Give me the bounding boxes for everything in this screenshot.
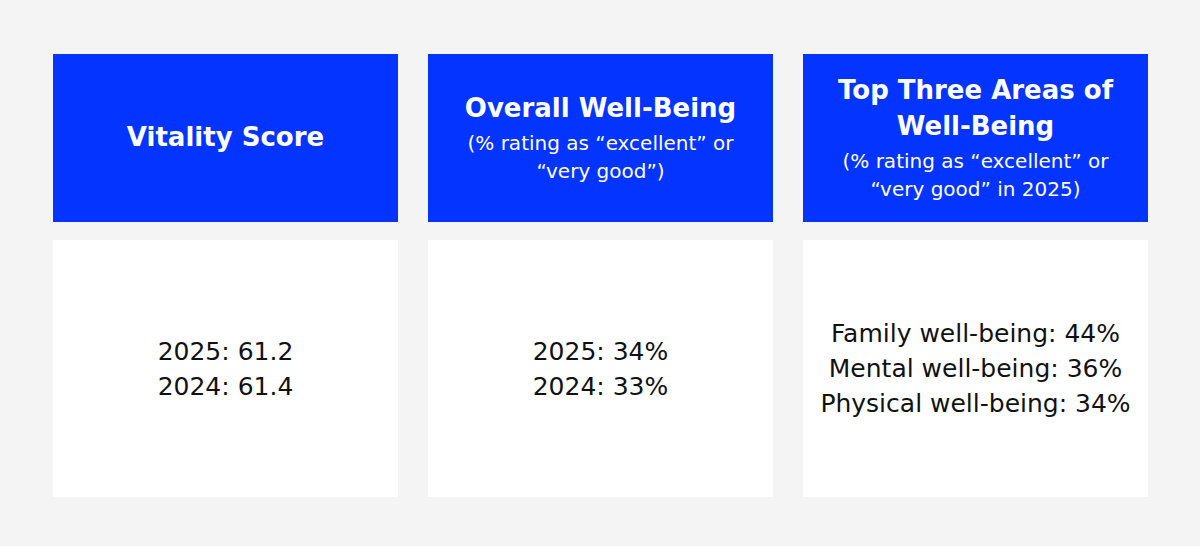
stat-line: 2024: 33% bbox=[533, 369, 669, 404]
stat-line: Mental well-being: 36% bbox=[829, 351, 1122, 386]
card-header: Top Three Areas of Well-Being (% rating … bbox=[803, 54, 1148, 222]
card-body: Family well-being: 44% Mental well-being… bbox=[803, 240, 1148, 497]
card-vitality-score: Vitality Score 2025: 61.2 2024: 61.4 bbox=[53, 54, 398, 497]
stat-line: Family well-being: 44% bbox=[831, 316, 1120, 351]
stat-line: 2025: 61.2 bbox=[158, 334, 294, 369]
stat-line: Physical well-being: 34% bbox=[820, 386, 1130, 421]
card-overall-well-being: Overall Well-Being (% rating as “excelle… bbox=[428, 54, 773, 497]
card-header: Vitality Score bbox=[53, 54, 398, 222]
stat-cards-row: Vitality Score 2025: 61.2 2024: 61.4 Ove… bbox=[0, 0, 1200, 497]
card-header: Overall Well-Being (% rating as “excelle… bbox=[428, 54, 773, 222]
card-title: Vitality Score bbox=[127, 120, 324, 155]
stat-line: 2024: 61.4 bbox=[158, 369, 294, 404]
card-subtitle: (% rating as “excellent” or “very good”) bbox=[442, 129, 759, 185]
card-top-three-areas: Top Three Areas of Well-Being (% rating … bbox=[803, 54, 1148, 497]
card-title: Top Three Areas of Well-Being bbox=[817, 73, 1134, 143]
card-body: 2025: 61.2 2024: 61.4 bbox=[53, 240, 398, 497]
stat-line: 2025: 34% bbox=[533, 334, 669, 369]
card-body: 2025: 34% 2024: 33% bbox=[428, 240, 773, 497]
card-title: Overall Well-Being bbox=[465, 91, 736, 126]
card-subtitle: (% rating as “excellent” or “very good” … bbox=[817, 147, 1134, 203]
